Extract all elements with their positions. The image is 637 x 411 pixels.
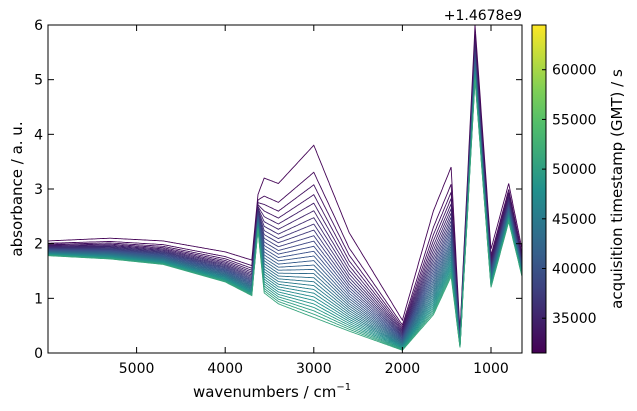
series-line (48, 68, 522, 345)
series-line (48, 62, 522, 343)
offset-label: +1.4678e9 (444, 8, 522, 24)
series-line (48, 64, 522, 344)
series-line (48, 45, 522, 338)
series-line (48, 67, 522, 344)
y-axis-label: absorbance / a. u. (8, 121, 26, 256)
series-line (48, 76, 522, 350)
series-line (48, 61, 522, 343)
series-line (48, 37, 522, 335)
series-line (48, 49, 522, 339)
colorbar-tick-label: 55000 (552, 112, 597, 128)
y-tick-label: 3 (34, 182, 43, 198)
x-axis: 5000 4000 3000 2000 1000 (119, 25, 509, 377)
x-tick-label: 4000 (207, 361, 243, 377)
colorbar-tick-label: 45000 (552, 212, 597, 228)
colorbar-tick-label: 40000 (552, 262, 597, 278)
series-line (48, 40, 522, 336)
plot-area (48, 25, 522, 353)
colorbar-tick-label: 50000 (552, 162, 597, 178)
colorbar (531, 24, 547, 354)
series-line (48, 55, 522, 341)
y-tick-label: 0 (34, 346, 43, 362)
series-line (48, 57, 522, 341)
colorbar-tick-label: 35000 (552, 311, 597, 327)
y-tick-label: 6 (34, 18, 43, 34)
x-tick-label: 1000 (473, 361, 509, 377)
series-line (48, 53, 522, 340)
series-line (48, 70, 522, 346)
colorbar-label: acquisition timestamp (GMT) / s (608, 69, 626, 309)
series-line (48, 58, 522, 342)
x-axis-label: wavenumbers / cm−1 (193, 382, 351, 401)
series-line (48, 60, 522, 342)
series-group (48, 25, 522, 351)
x-tick-label: 2000 (385, 361, 421, 377)
series-line (48, 65, 522, 344)
x-tick-label: 3000 (296, 361, 332, 377)
y-tick-label: 2 (34, 237, 43, 253)
colorbar-tick-label: 60000 (552, 63, 597, 79)
x-tick-label: 5000 (119, 361, 155, 377)
series-line (48, 43, 522, 337)
series-line (48, 33, 522, 334)
x-axis-label-exponent: −1 (336, 382, 351, 393)
y-tick-label: 1 (34, 291, 43, 307)
series-line (48, 69, 522, 346)
series-line (48, 79, 522, 351)
series-line (48, 47, 522, 339)
y-axis: 0 1 2 3 4 5 6 (34, 18, 522, 362)
series-line (48, 73, 522, 348)
series-line (48, 51, 522, 340)
series-line (48, 25, 522, 332)
y-tick-label: 5 (34, 73, 43, 89)
y-tick-label: 4 (34, 127, 43, 143)
colorbar-axis: 35000 40000 45000 50000 55000 60000 (542, 63, 597, 327)
